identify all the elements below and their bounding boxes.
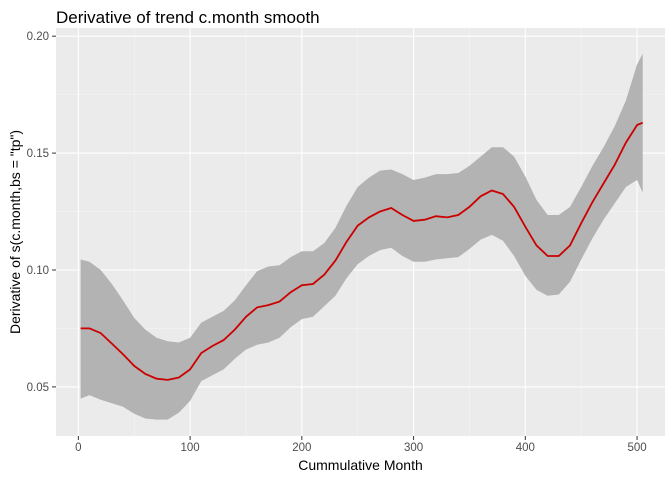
x-axis: 0 100 200 300 400 500	[75, 436, 647, 454]
x-tick-label: 300	[404, 442, 423, 454]
x-tick-label: 500	[627, 442, 646, 454]
x-tick-label: 200	[292, 442, 311, 454]
x-tick-label: 400	[516, 442, 535, 454]
y-tick-label: 0.15	[27, 148, 49, 160]
x-tick-label: 100	[180, 442, 199, 454]
y-axis: 0.05 0.10 0.15 0.20	[27, 31, 56, 394]
chart-title: Derivative of trend c.month smooth	[56, 8, 320, 27]
y-tick-label: 0.10	[27, 265, 49, 277]
confidence-band	[80, 53, 643, 420]
y-axis-title: Derivative of s(c.month,bs = "tp")	[7, 130, 23, 334]
derivative-line	[80, 121, 644, 381]
y-tick-label: 0.05	[27, 382, 49, 394]
x-tick-label: 0	[75, 442, 81, 454]
y-tick-label: 0.20	[27, 31, 49, 43]
x-axis-title: Cummulative Month	[298, 457, 423, 473]
